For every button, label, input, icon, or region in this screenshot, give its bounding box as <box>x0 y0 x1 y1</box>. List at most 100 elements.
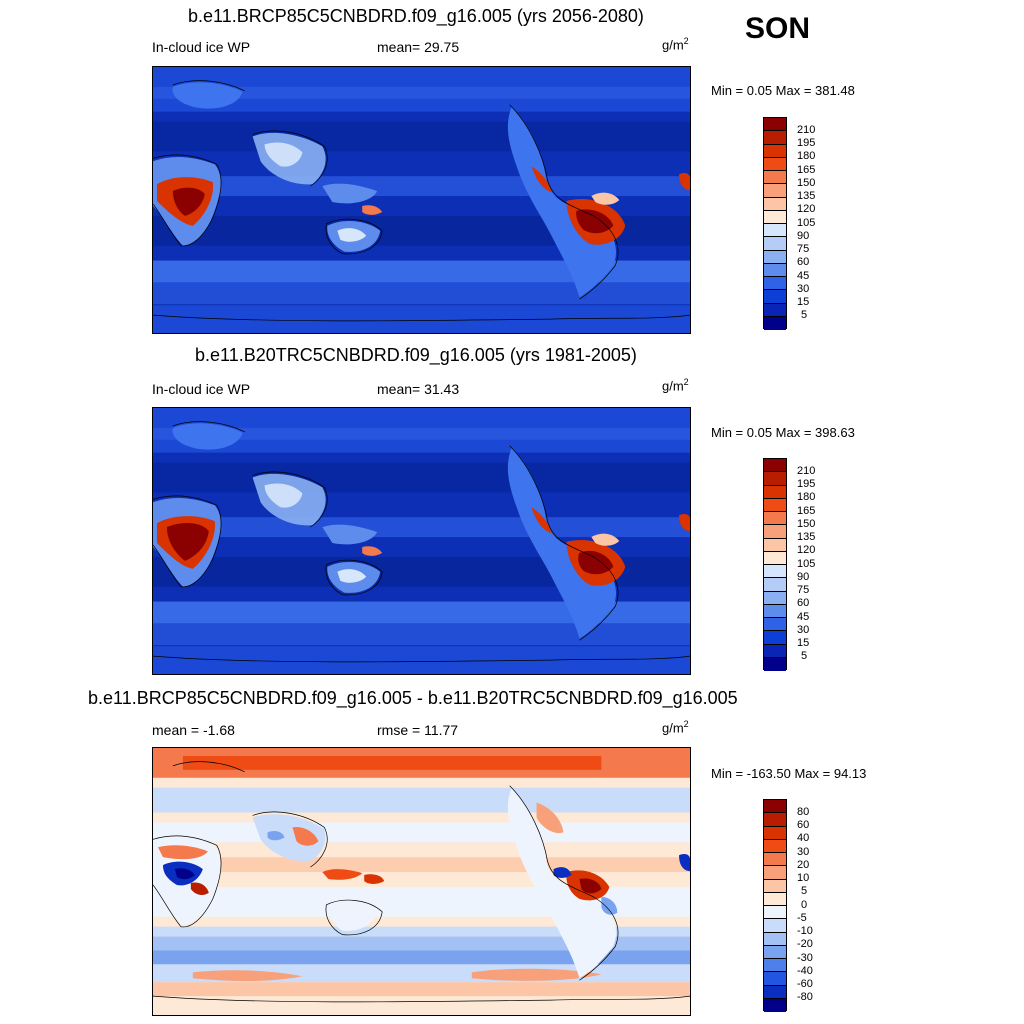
colorbar-swatch <box>764 250 786 264</box>
colorbar-swatch <box>764 237 786 251</box>
panel-3-title: b.e11.BRCP85C5CNBDRD.f09_g16.005 - b.e11… <box>88 688 738 708</box>
colorbar-swatch <box>764 932 786 946</box>
colorbar-swatch <box>764 972 786 986</box>
colorbar-swatch <box>764 144 786 158</box>
panel-2-map <box>152 407 691 675</box>
panel-2-units-base: g/m <box>662 378 684 394</box>
colorbar-tick-label: 15 <box>797 637 810 649</box>
colorbar-swatch <box>764 945 786 959</box>
colorbar-swatch <box>764 224 786 238</box>
colorbar-swatch <box>764 131 786 145</box>
colorbar-swatch <box>764 959 786 973</box>
colorbar-swatch <box>764 171 786 185</box>
colorbar-swatch <box>764 919 786 933</box>
colorbar-tick-label: 80 <box>797 805 810 818</box>
colorbar-tick-label: 60 <box>797 597 810 610</box>
colorbar-swatch <box>764 591 786 605</box>
colorbar-tick-label: 30 <box>797 282 810 295</box>
colorbar-tick-label: 210 <box>797 123 816 136</box>
panel-1-map <box>152 66 691 334</box>
colorbar-swatch <box>764 290 786 304</box>
colorbar-swatch <box>764 866 786 880</box>
colorbar-swatch <box>764 853 786 867</box>
colorbar-swatch <box>764 197 786 211</box>
colorbar-tick-label: -40 <box>797 964 813 977</box>
panel-3-units-base: g/m <box>662 720 684 736</box>
colorbar-swatch <box>764 316 786 330</box>
panel-1-units: g/m2 <box>662 36 689 52</box>
colorbar-tick-label: 165 <box>797 163 816 176</box>
panel-2-title: b.e11.B20TRC5CNBDRD.f09_g16.005 (yrs 198… <box>195 345 637 365</box>
panel-3-units: g/m2 <box>662 719 689 735</box>
colorbar-tick-label: -30 <box>797 951 813 964</box>
colorbar-tick-label: 90 <box>797 570 810 583</box>
colorbar-tick-label: 0 <box>801 898 808 911</box>
colorbar-tick-label: 150 <box>797 176 816 189</box>
panel-1-minmax: Min = 0.05 Max = 381.48 <box>711 83 855 98</box>
panel-3-minmax: Min = -163.50 Max = 94.13 <box>711 766 867 781</box>
colorbar-tick-label: 195 <box>797 478 816 490</box>
colorbar-swatch <box>764 826 786 840</box>
panel-2-variable-label: In-cloud ice WP <box>152 381 251 397</box>
colorbar-tick-label: -80 <box>797 991 813 1004</box>
panel-2-minmax: Min = 0.05 Max = 398.63 <box>711 425 855 440</box>
colorbar-swatch <box>764 879 786 893</box>
colorbar-tick-label: 45 <box>797 269 810 282</box>
colorbar-tick-label: 10 <box>797 872 810 884</box>
colorbar-tick-label: 195 <box>797 137 816 149</box>
colorbar-swatch <box>764 277 786 291</box>
colorbar-swatch <box>764 303 786 317</box>
colorbar-swatch <box>764 998 786 1012</box>
colorbar-swatch <box>764 263 786 277</box>
panel-1-title: b.e11.BRCP85C5CNBDRD.f09_g16.005 (yrs 20… <box>188 6 644 26</box>
panel-3-mean-label: mean = -1.68 <box>152 722 235 738</box>
panel-2-mean-label: mean= 31.43 <box>377 381 460 397</box>
colorbar-tick-label: 105 <box>797 557 816 570</box>
panel-3-colorbar <box>763 799 787 1012</box>
colorbar-tick-label: 45 <box>797 610 810 623</box>
colorbar-swatch <box>764 184 786 198</box>
colorbar-swatch <box>764 892 786 906</box>
colorbar-tick-label: 90 <box>797 229 810 242</box>
panel-2-units: g/m2 <box>662 377 689 393</box>
panel-3-rmse-label: rmse = 11.77 <box>377 722 459 738</box>
colorbar-tick-label: -20 <box>797 938 813 951</box>
colorbar-swatch <box>764 813 786 827</box>
colorbar-tick-label: 30 <box>797 845 810 858</box>
panel-3-map <box>152 747 691 1016</box>
colorbar-swatch <box>764 578 786 592</box>
colorbar-swatch <box>764 985 786 999</box>
colorbar-swatch <box>764 498 786 512</box>
colorbar-tick-label: 165 <box>797 504 816 517</box>
colorbar-tick-label: 60 <box>797 819 810 831</box>
colorbar-swatch <box>764 604 786 618</box>
colorbar-swatch <box>764 472 786 486</box>
colorbar-tick-label: 120 <box>797 203 816 216</box>
panel-1-variable-label: In-cloud ice WP <box>152 39 251 55</box>
colorbar-tick-label: -60 <box>797 978 813 990</box>
season-label: SON <box>745 12 811 45</box>
colorbar-swatch <box>764 512 786 526</box>
colorbar-swatch <box>764 210 786 224</box>
colorbar-tick-label: 75 <box>797 584 810 596</box>
colorbar-swatch <box>764 525 786 539</box>
colorbar-tick-label: 150 <box>797 517 816 530</box>
colorbar-tick-label: 5 <box>801 309 808 322</box>
colorbar-swatch <box>764 618 786 632</box>
panel-2-units-exponent: 2 <box>683 377 689 387</box>
colorbar-tick-label: -10 <box>797 925 813 937</box>
colorbar-tick-label: 105 <box>797 216 816 229</box>
colorbar-swatch <box>764 157 786 171</box>
colorbar-swatch <box>764 800 786 814</box>
colorbar-tick-label: 60 <box>797 256 810 269</box>
colorbar-tick-label: 210 <box>797 464 816 477</box>
colorbar-tick-label: 135 <box>797 531 816 543</box>
colorbar-swatch <box>764 551 786 565</box>
colorbar-tick-label: 75 <box>797 243 810 255</box>
colorbar-tick-label: 40 <box>797 832 810 845</box>
colorbar-swatch <box>764 118 786 132</box>
colorbar-tick-label: 15 <box>797 296 810 308</box>
colorbar-swatch <box>764 839 786 853</box>
colorbar-swatch <box>764 459 786 473</box>
colorbar-swatch <box>764 644 786 658</box>
